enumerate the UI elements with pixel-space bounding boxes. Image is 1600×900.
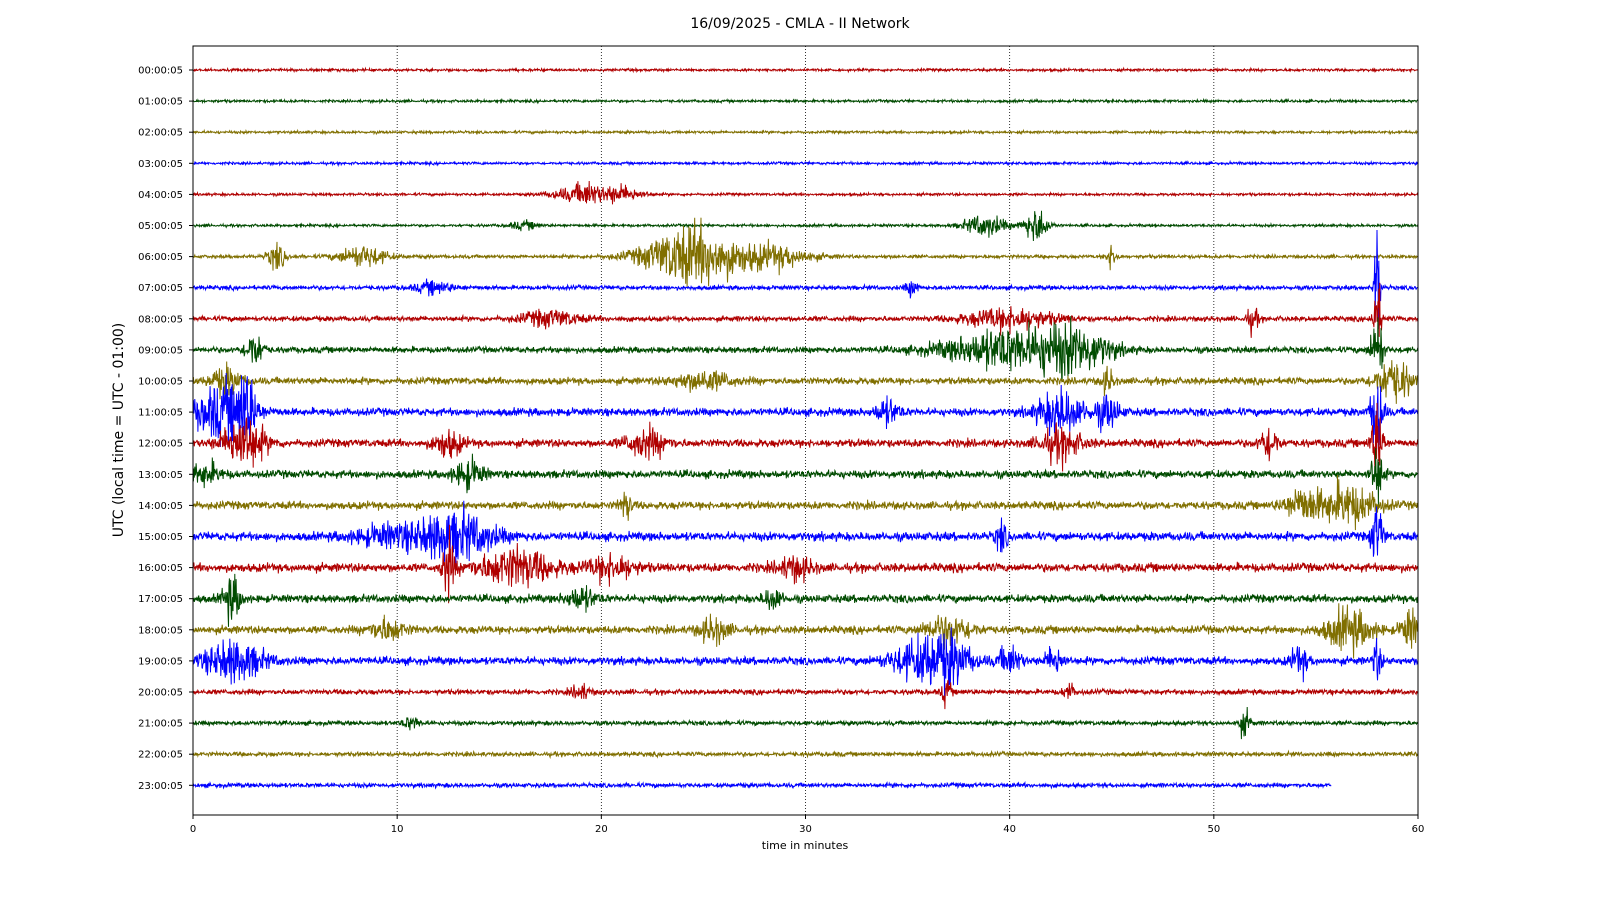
x-tick-label: 10 — [391, 824, 404, 835]
y-tick-label: 20:00:05 — [138, 688, 183, 699]
y-tick-label: 18:00:05 — [138, 625, 183, 636]
trace-line — [193, 780, 1332, 790]
trace-line — [193, 627, 1418, 700]
trace-line — [193, 474, 1418, 531]
trace-line — [193, 706, 1418, 740]
y-tick-label: 12:00:05 — [138, 439, 183, 450]
y-tick-label: 01:00:05 — [138, 97, 183, 108]
x-tick-labels: 0 10 20 30 40 50 60 — [190, 815, 1425, 835]
trace-line — [193, 66, 1418, 74]
trace-line — [193, 603, 1418, 659]
x-tick-label: 30 — [799, 824, 812, 835]
y-tick-label: 07:00:05 — [138, 283, 183, 294]
y-tick-label: 21:00:05 — [138, 719, 183, 730]
y-tick-labels: 00:00:05 01:00:05 02:00:05 03:00:05 04:00:05… — [138, 66, 193, 792]
y-tick-label: 08:00:05 — [138, 314, 183, 325]
y-tick-label: 00:00:05 — [138, 66, 183, 77]
y-tick-label: 11:00:05 — [138, 408, 183, 419]
trace-line — [193, 680, 1418, 710]
x-tick-label: 60 — [1412, 824, 1425, 835]
trace-line — [193, 180, 1418, 205]
trace-line — [193, 360, 1418, 404]
trace-line — [193, 128, 1418, 136]
trace-line — [193, 217, 1418, 287]
trace-line — [193, 447, 1418, 506]
y-tick-label: 09:00:05 — [138, 345, 183, 356]
y-tick-label: 17:00:05 — [138, 594, 183, 605]
trace-line — [193, 402, 1418, 473]
y-tick-label: 15:00:05 — [138, 532, 183, 543]
y-tick-label: 05:00:05 — [138, 221, 183, 232]
trace-line — [193, 372, 1418, 450]
x-tick-label: 20 — [595, 824, 608, 835]
seismic-traces — [193, 66, 1418, 790]
x-tick-label: 40 — [1003, 824, 1016, 835]
trace-line — [193, 210, 1418, 242]
y-axis-label: UTC (local time = UTC - 01:00) — [111, 323, 127, 538]
x-tick-label: 50 — [1207, 824, 1220, 835]
trace-line — [193, 524, 1418, 604]
y-tick-label: 02:00:05 — [138, 128, 183, 139]
y-tick-label: 10:00:05 — [138, 377, 183, 388]
x-axis-label: time in minutes — [762, 839, 849, 852]
trace-line — [193, 97, 1418, 105]
y-tick-label: 03:00:05 — [138, 159, 183, 170]
grid-lines — [396, 46, 1215, 815]
y-tick-label: 13:00:05 — [138, 470, 183, 481]
trace-line — [193, 500, 1418, 568]
y-tick-label: 06:00:05 — [138, 252, 183, 263]
x-tick-label: 0 — [190, 824, 196, 835]
y-tick-label: 04:00:05 — [138, 190, 183, 201]
trace-line — [193, 749, 1418, 760]
trace-line — [193, 229, 1418, 329]
trace-line — [193, 159, 1418, 168]
chart-title: 16/09/2025 - CMLA - II Network — [690, 16, 910, 32]
y-tick-label: 22:00:05 — [138, 750, 183, 761]
y-tick-label: 19:00:05 — [138, 656, 183, 667]
y-tick-label: 16:00:05 — [138, 563, 183, 574]
trace-line — [193, 316, 1418, 383]
y-tick-label: 14:00:05 — [138, 501, 183, 512]
y-tick-label: 23:00:05 — [138, 781, 183, 792]
trace-line — [193, 282, 1418, 338]
trace-line — [193, 573, 1418, 627]
